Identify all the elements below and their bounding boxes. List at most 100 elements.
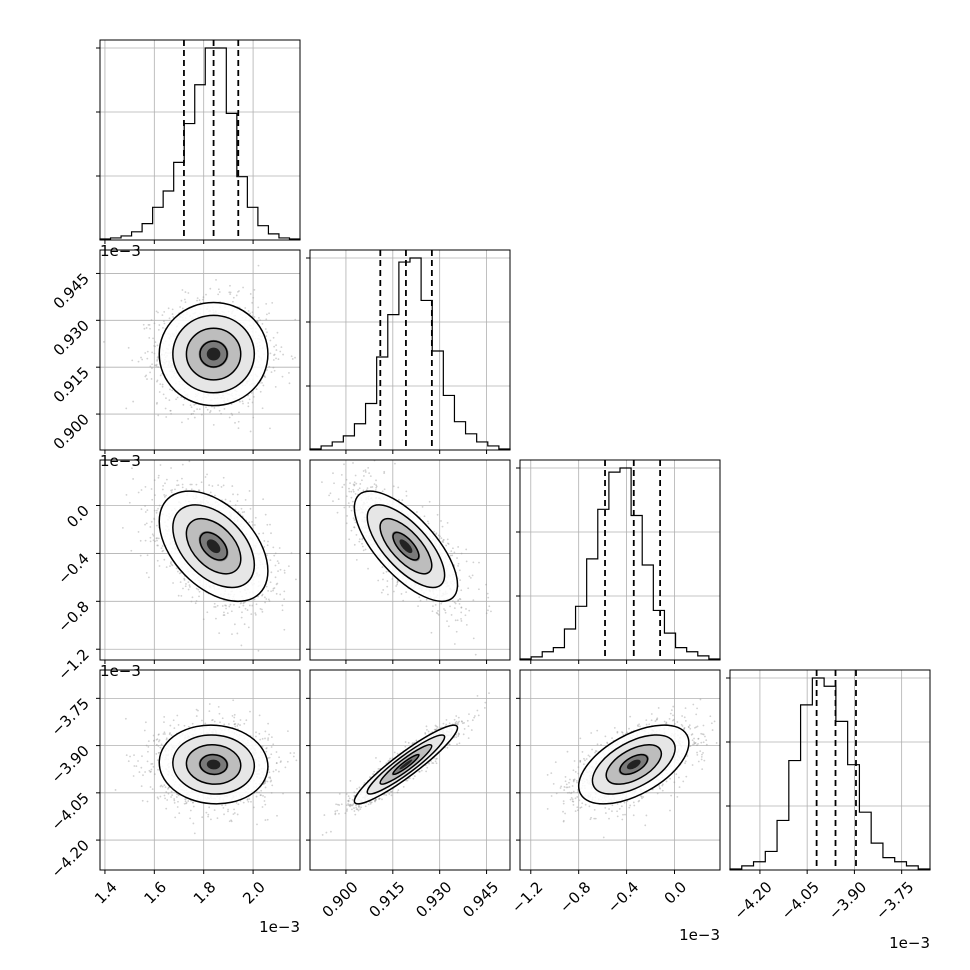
scatter-point — [153, 740, 155, 742]
scatter-point — [211, 485, 214, 487]
scatter-point — [151, 533, 154, 536]
scatter-point — [170, 561, 172, 563]
scatter-point — [154, 341, 157, 344]
scatter-point — [255, 735, 257, 738]
scatter-point — [146, 378, 148, 380]
scatter-point — [215, 278, 217, 281]
scatter-point — [259, 390, 262, 393]
scatter-point — [272, 546, 275, 549]
scatter-point — [149, 786, 152, 788]
scatter-point — [148, 769, 151, 772]
contour-line — [158, 301, 269, 407]
scatter-point — [272, 589, 274, 592]
scatter-point — [290, 355, 293, 358]
scatter-point — [163, 494, 166, 496]
scatter-point — [253, 316, 256, 318]
scatter-point — [157, 797, 160, 800]
scatter-point — [237, 427, 240, 430]
scatter-point — [271, 301, 274, 304]
scatter-point — [193, 403, 196, 406]
scatter-point — [177, 724, 180, 726]
scatter-point — [157, 751, 160, 754]
scatter-point — [189, 817, 191, 820]
scatter-point — [169, 409, 172, 412]
scatter-point — [254, 516, 257, 519]
scatter-point — [261, 737, 264, 740]
scatter-point — [233, 603, 235, 606]
scatter-point — [233, 713, 236, 716]
scatter-point — [295, 578, 297, 581]
scatter-point — [231, 633, 233, 636]
scatter-point — [267, 540, 269, 543]
scatter-point — [195, 600, 198, 602]
scatter-point — [251, 401, 254, 404]
histogram-panel-3: −4.20 −4.05 −3.90 −3.75 — [726, 669, 931, 923]
scatter-point — [150, 768, 153, 771]
scatter-point — [174, 816, 177, 819]
scatter-point — [223, 813, 225, 816]
scatter-point — [153, 479, 156, 482]
scatter-point — [259, 794, 262, 797]
scatter-point — [249, 293, 252, 295]
scatter-point — [114, 789, 117, 791]
scatter-point — [249, 430, 252, 433]
scatter-point — [158, 391, 161, 393]
scatter-point — [153, 322, 156, 325]
scatter-point — [182, 403, 185, 406]
scatter-point — [270, 736, 273, 739]
scatter-point — [272, 587, 275, 590]
scatter-point — [177, 570, 179, 573]
scatter-point — [253, 524, 256, 526]
scatter-point — [252, 395, 255, 398]
scatter-point — [209, 410, 212, 412]
scatter-point — [183, 577, 186, 580]
scatter-point — [143, 729, 146, 732]
scatter-point — [178, 572, 181, 575]
scatter-point — [181, 463, 184, 466]
scatter-point — [157, 544, 159, 547]
scatter-point — [171, 489, 174, 491]
scatter-point — [165, 478, 168, 481]
scatter-point — [156, 359, 159, 362]
scatter-point — [236, 725, 239, 727]
histogram-step — [729, 677, 931, 870]
scatter-point — [255, 388, 258, 391]
scatter-point — [146, 554, 149, 557]
scatter-point — [270, 532, 272, 535]
scatter-point — [192, 801, 194, 804]
scatter-point — [175, 793, 178, 795]
scatter-point — [153, 518, 156, 521]
scatter-point — [294, 356, 296, 359]
scatter-point — [242, 402, 244, 405]
scatter-point — [163, 320, 165, 323]
scatter-point — [170, 790, 173, 793]
scatter-point — [281, 604, 284, 607]
scatter-point — [142, 323, 145, 326]
scatter-point — [242, 602, 245, 605]
scatter-point — [144, 352, 147, 354]
scatter-point — [181, 477, 183, 480]
scatter-point — [160, 547, 163, 550]
scatter-point — [155, 509, 158, 512]
scatter-point — [158, 739, 161, 742]
scatter-point — [236, 632, 239, 635]
y-tick-label: −1.2 — [54, 645, 92, 683]
x-tick-label: −3.75 — [872, 878, 917, 923]
scatter-point — [222, 476, 225, 479]
scatter-point — [157, 768, 159, 771]
scatter-point — [249, 710, 251, 713]
scatter-point — [261, 407, 264, 410]
scatter-point — [146, 357, 149, 360]
scatter-panel-0-3: 1.4 1.6 1.8 2.0−4.20−4.05−3.90−3.75 — [48, 669, 301, 908]
scatter-point — [311, 537, 313, 539]
scatter-point — [248, 798, 251, 800]
scatter-point — [282, 792, 284, 795]
scatter-point — [157, 311, 159, 314]
scatter-point — [184, 301, 187, 304]
histogram-panel-0 — [96, 39, 301, 244]
scatter-point — [247, 800, 250, 803]
scatter-point — [292, 755, 295, 758]
scatter-point — [145, 522, 148, 525]
scatter-point — [169, 409, 172, 412]
scatter-point — [266, 369, 268, 371]
